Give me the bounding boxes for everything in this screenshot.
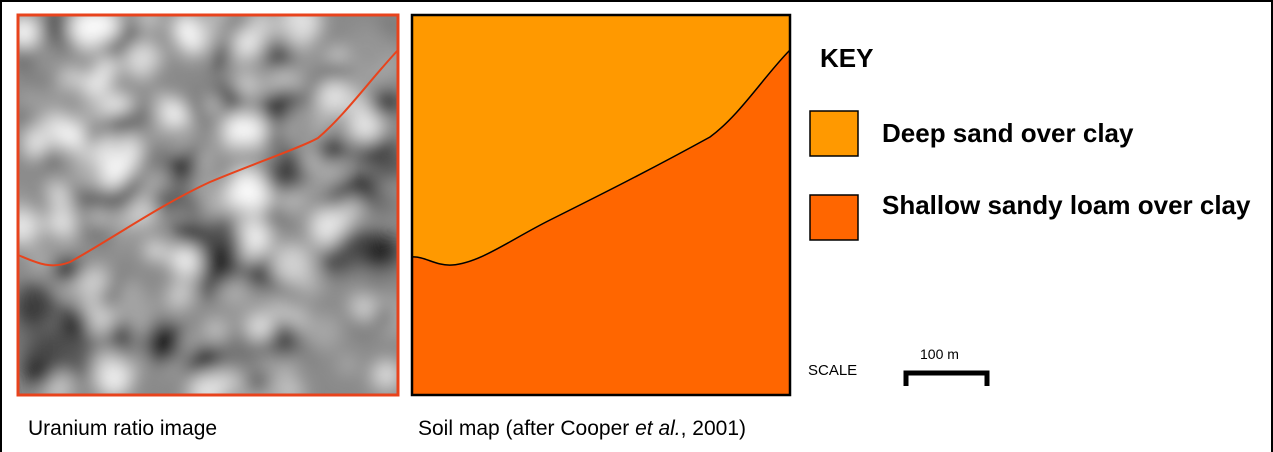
texture-blob bbox=[262, 203, 288, 229]
texture-blob bbox=[73, 102, 100, 129]
texture-blob bbox=[211, 370, 235, 394]
texture-blob bbox=[151, 185, 178, 212]
key-label: Deep sand over clay bbox=[882, 115, 1133, 152]
texture-blob bbox=[96, 362, 132, 398]
texture-blob bbox=[208, 100, 220, 112]
texture-blob bbox=[200, 242, 241, 283]
texture-blob bbox=[171, 247, 202, 278]
texture-blob bbox=[245, 371, 271, 397]
texture-blob bbox=[373, 361, 399, 387]
texture-blob bbox=[277, 378, 304, 405]
texture-blob bbox=[340, 197, 364, 221]
figure bbox=[0, 0, 1273, 452]
texture-blob bbox=[183, 33, 206, 56]
texture-blob bbox=[28, 137, 46, 155]
texture-blob bbox=[2, 207, 41, 246]
texture-blob bbox=[247, 315, 273, 341]
texture-blob bbox=[67, 44, 102, 79]
texture-blob bbox=[217, 14, 239, 36]
texture-blob bbox=[363, 234, 401, 272]
texture-blob bbox=[267, 153, 306, 192]
texture-blob bbox=[69, 157, 104, 192]
texture-blob bbox=[351, 295, 376, 320]
key-label: Shallow sandy loam over clay bbox=[882, 187, 1270, 224]
texture-blob bbox=[51, 254, 83, 286]
texture-blob bbox=[142, 322, 184, 364]
texture-blob bbox=[7, 16, 40, 49]
texture-blob bbox=[370, 89, 399, 118]
texture-blob bbox=[203, 327, 219, 343]
texture-blob bbox=[174, 223, 192, 241]
texture-blob bbox=[18, 90, 38, 110]
texture-blob bbox=[144, 239, 165, 260]
texture-blob bbox=[183, 292, 196, 305]
caption-text: Soil map (after Cooper bbox=[418, 417, 635, 440]
texture-blob bbox=[146, 118, 171, 143]
texture-blob bbox=[298, 118, 311, 131]
scale-label: SCALE bbox=[808, 362, 857, 379]
texture-blob bbox=[135, 150, 161, 176]
texture-blob bbox=[216, 41, 230, 55]
texture-blob bbox=[12, 150, 27, 165]
texture-blob bbox=[197, 91, 210, 104]
texture-blob bbox=[227, 171, 267, 211]
texture-blob bbox=[42, 148, 59, 165]
texture-blob bbox=[371, 187, 397, 213]
texture-blob bbox=[187, 140, 206, 159]
texture-blob bbox=[104, 113, 128, 137]
key-swatch bbox=[810, 111, 858, 156]
texture-blob bbox=[46, 207, 77, 238]
texture-blob bbox=[30, 43, 67, 80]
texture-blob bbox=[122, 346, 140, 364]
texture-blob bbox=[137, 6, 161, 30]
texture-blob bbox=[304, 312, 343, 351]
page: {"left_panel": {"caption": "Uranium rati… bbox=[0, 0, 1273, 452]
left-caption: Uranium ratio image bbox=[28, 417, 217, 441]
texture-blob bbox=[117, 289, 153, 325]
right-caption: Soil map (after Cooper et al., 2001) bbox=[418, 417, 746, 441]
soil-map bbox=[412, 15, 790, 395]
texture-blob bbox=[264, 129, 285, 150]
texture-blob bbox=[294, 345, 307, 358]
scale-distance: 100 m bbox=[920, 346, 959, 362]
texture-blob bbox=[321, 243, 354, 276]
texture-blob bbox=[293, 306, 307, 320]
key-title: KEY bbox=[820, 40, 873, 77]
texture-blob bbox=[58, 307, 91, 340]
texture-blob bbox=[69, 7, 109, 47]
texture-blob bbox=[28, 309, 41, 322]
texture-blob bbox=[249, 9, 272, 32]
texture-blob bbox=[91, 210, 105, 224]
scale-bar bbox=[906, 373, 987, 386]
key-swatch bbox=[810, 195, 858, 240]
texture-blob bbox=[263, 40, 293, 70]
texture-blob bbox=[338, 354, 358, 374]
texture-blob bbox=[248, 287, 278, 317]
texture-blob bbox=[350, 24, 391, 65]
texture-blob bbox=[26, 361, 53, 388]
caption-text: , 2001) bbox=[681, 417, 746, 440]
texture-blob bbox=[226, 113, 243, 130]
uranium-image bbox=[2, 1, 409, 411]
texture-blob bbox=[239, 30, 259, 50]
texture-blob bbox=[158, 70, 190, 102]
caption-italic: et al. bbox=[635, 417, 681, 440]
texture-blob bbox=[271, 243, 313, 285]
